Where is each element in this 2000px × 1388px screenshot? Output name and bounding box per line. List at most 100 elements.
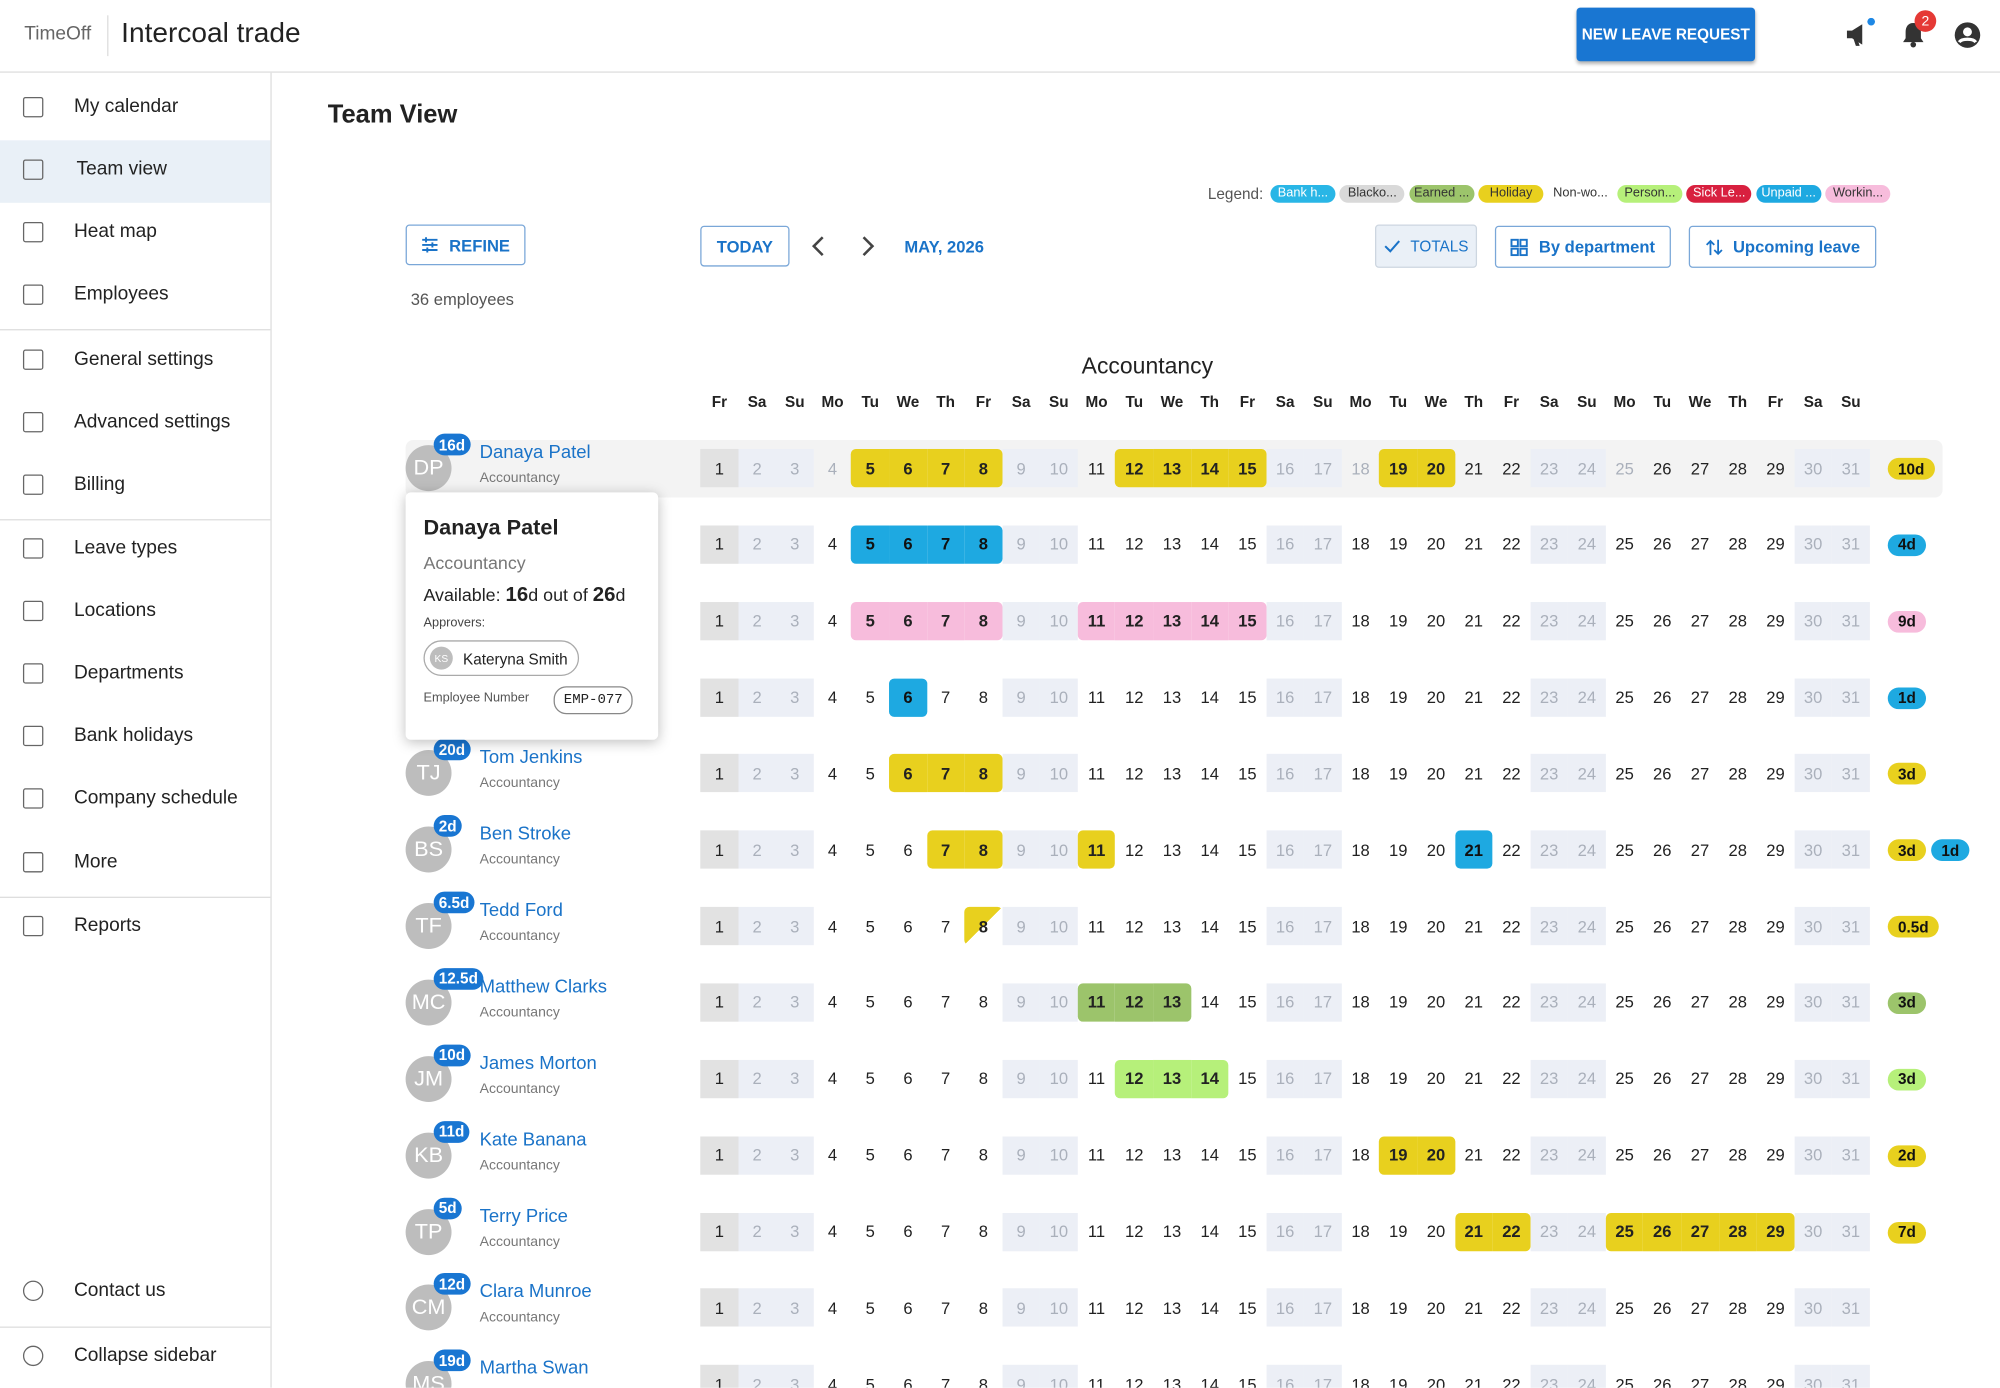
day-cell[interactable]: 13	[1153, 601, 1191, 640]
day-cell[interactable]: 17	[1303, 1365, 1342, 1388]
day-cell[interactable]: 22	[1502, 840, 1521, 860]
nav-item[interactable]: Departments	[73, 661, 184, 684]
employee-name[interactable]: Ben Stroke	[479, 824, 572, 845]
day-cell[interactable]: 6	[903, 840, 913, 860]
day-cell[interactable]: 24	[1567, 983, 1606, 1022]
day-cell[interactable]: 20	[1426, 1374, 1446, 1388]
employee-name[interactable]: James Morton	[479, 1053, 597, 1074]
day-cell[interactable]: 25	[1615, 611, 1634, 631]
day-cell[interactable]: 10	[1039, 448, 1078, 488]
day-cell[interactable]: 23	[1530, 907, 1569, 946]
day-cell[interactable]: 26	[1643, 1212, 1682, 1251]
nav-item[interactable]: Advanced settings	[73, 410, 231, 433]
day-cell[interactable]: 24	[1567, 1365, 1606, 1388]
day-cell[interactable]: 17	[1303, 601, 1342, 640]
day-cell[interactable]: 16	[1266, 1365, 1305, 1388]
day-cell[interactable]: 10	[1039, 1212, 1078, 1251]
day-cell[interactable]: 11	[1087, 687, 1106, 707]
day-cell[interactable]: 30	[1794, 677, 1833, 717]
day-cell[interactable]: 10	[1039, 1288, 1078, 1327]
day-cell[interactable]: 25	[1615, 458, 1634, 478]
day-cell[interactable]: 30	[1794, 983, 1833, 1022]
day-cell[interactable]: 25	[1615, 534, 1634, 555]
day-cell[interactable]: 28	[1728, 1145, 1747, 1165]
employee-name[interactable]: Kate Banana	[479, 1129, 587, 1151]
day-cell[interactable]: 4	[827, 1374, 838, 1388]
day-cell[interactable]: 7	[941, 1298, 951, 1318]
day-cell[interactable]: 26	[1653, 992, 1672, 1013]
day-cell[interactable]: 14	[1190, 448, 1229, 488]
day-cell[interactable]: 25	[1615, 687, 1634, 707]
day-cell[interactable]: 5	[851, 525, 890, 564]
day-cell[interactable]: 16	[1266, 1288, 1305, 1327]
day-cell[interactable]: 21	[1464, 1069, 1483, 1089]
day-cell[interactable]: 16	[1266, 601, 1305, 640]
day-cell[interactable]: 27	[1690, 1298, 1710, 1318]
day-cell[interactable]: 24	[1567, 1212, 1606, 1251]
day-cell[interactable]: 8	[964, 830, 1003, 869]
refine-button[interactable]: REFINE	[405, 224, 526, 266]
day-cell[interactable]: 22	[1502, 687, 1521, 707]
day-cell[interactable]: 18	[1351, 611, 1370, 631]
day-cell[interactable]: 8	[964, 754, 1003, 793]
day-cell[interactable]: 25	[1615, 1145, 1634, 1165]
day-cell[interactable]: 1	[700, 1288, 739, 1327]
day-cell[interactable]: 28	[1718, 1212, 1757, 1251]
day-cell[interactable]: 8	[978, 1069, 989, 1089]
day-cell[interactable]: 28	[1728, 458, 1747, 478]
day-cell[interactable]: 18	[1351, 1374, 1370, 1388]
day-cell[interactable]: 28	[1728, 1298, 1747, 1318]
day-cell[interactable]: 14	[1200, 1145, 1219, 1165]
nav-item[interactable]: More	[73, 850, 118, 873]
day-cell[interactable]: 9	[1002, 525, 1040, 564]
by-department-button[interactable]: By department	[1494, 225, 1671, 268]
day-cell[interactable]: 3	[775, 601, 814, 640]
day-cell[interactable]: 19	[1389, 1069, 1408, 1089]
day-cell[interactable]: 22	[1502, 1298, 1521, 1318]
day-cell[interactable]: 10	[1039, 1365, 1078, 1388]
day-cell[interactable]: 29	[1766, 763, 1785, 784]
day-cell[interactable]: 19	[1389, 992, 1408, 1013]
day-cell[interactable]: 7	[941, 1374, 951, 1388]
day-cell[interactable]: 9	[1002, 983, 1040, 1022]
day-cell[interactable]: 27	[1690, 458, 1710, 478]
day-cell[interactable]: 20	[1426, 1298, 1446, 1318]
day-cell[interactable]: 7	[941, 1145, 951, 1165]
day-cell[interactable]: 21	[1454, 1212, 1493, 1251]
day-cell[interactable]: 8	[978, 992, 989, 1013]
day-cell[interactable]: 23	[1530, 1365, 1569, 1388]
day-cell[interactable]: 10	[1039, 830, 1078, 869]
day-cell[interactable]: 30	[1794, 1212, 1833, 1251]
day-cell[interactable]: 3	[775, 525, 814, 564]
day-cell[interactable]: 21	[1464, 992, 1483, 1013]
day-cell[interactable]: 11	[1087, 1298, 1106, 1318]
day-cell[interactable]: 26	[1653, 458, 1672, 478]
day-cell[interactable]: 18	[1351, 458, 1370, 478]
day-cell[interactable]: 6	[903, 1145, 913, 1165]
day-cell[interactable]: 24	[1567, 907, 1606, 946]
day-cell[interactable]: 27	[1690, 1145, 1710, 1165]
nav-item[interactable]: Heat map	[73, 220, 157, 243]
day-cell[interactable]: 2	[738, 1212, 776, 1251]
day-cell[interactable]: 29	[1766, 1298, 1785, 1318]
day-cell[interactable]: 10	[1039, 1136, 1078, 1175]
day-cell[interactable]: 22	[1502, 1145, 1521, 1165]
day-cell[interactable]: 30	[1794, 448, 1833, 488]
day-cell[interactable]: 1	[700, 983, 739, 1022]
day-cell[interactable]: 13	[1162, 534, 1182, 555]
day-cell[interactable]: 12	[1125, 687, 1144, 707]
day-cell[interactable]: 17	[1303, 983, 1342, 1022]
new-leave-request-button[interactable]: NEW LEAVE REQUEST	[1576, 7, 1756, 62]
day-cell[interactable]: 9	[1002, 601, 1040, 640]
day-cell[interactable]: 6	[903, 1298, 913, 1318]
day-cell[interactable]: 7	[941, 992, 951, 1013]
day-cell[interactable]: 1	[700, 907, 739, 946]
day-cell[interactable]: 14	[1200, 1221, 1219, 1242]
day-cell[interactable]: 14	[1200, 763, 1219, 784]
day-cell[interactable]: 8	[978, 1221, 989, 1242]
day-cell[interactable]: 18	[1351, 1145, 1370, 1165]
day-cell[interactable]: 15	[1238, 534, 1257, 555]
day-cell[interactable]: 2	[738, 983, 776, 1022]
employee-name[interactable]: Clara Munroe	[479, 1282, 592, 1303]
day-cell[interactable]: 27	[1690, 992, 1710, 1013]
